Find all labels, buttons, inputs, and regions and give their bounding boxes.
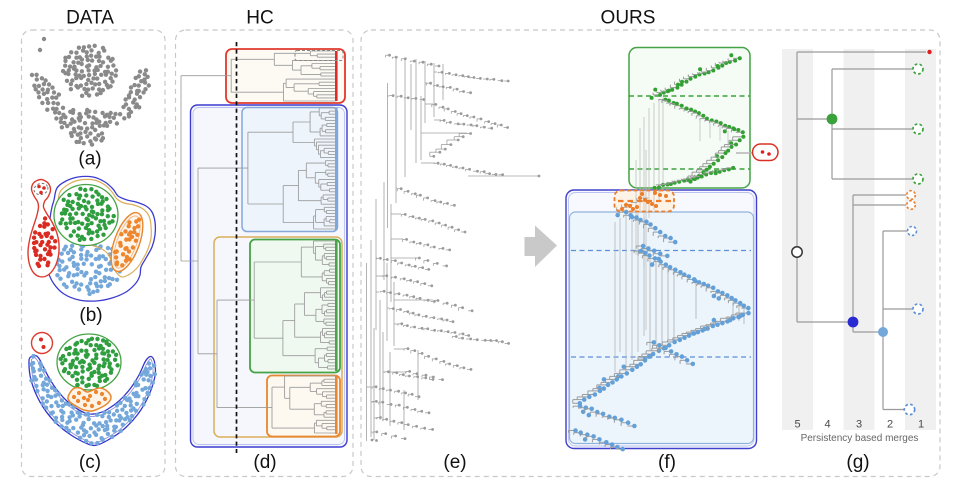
- svg-text:OURS: OURS: [601, 8, 656, 29]
- svg-text:(g): (g): [846, 452, 869, 473]
- svg-text:(b): (b): [79, 305, 102, 326]
- svg-text:3: 3: [856, 419, 862, 431]
- svg-text:(d): (d): [253, 452, 276, 473]
- svg-text:(e): (e): [443, 452, 466, 473]
- svg-text:Persistency based merges: Persistency based merges: [801, 433, 919, 444]
- svg-text:4: 4: [824, 419, 830, 431]
- svg-text:5: 5: [794, 419, 800, 431]
- svg-text:DATA: DATA: [66, 8, 114, 29]
- svg-text:1: 1: [918, 419, 924, 431]
- svg-text:(a): (a): [78, 149, 101, 170]
- svg-text:(c): (c): [79, 452, 101, 473]
- svg-text:2: 2: [887, 419, 893, 431]
- svg-text:(f): (f): [658, 452, 676, 473]
- svg-text:HC: HC: [246, 8, 273, 29]
